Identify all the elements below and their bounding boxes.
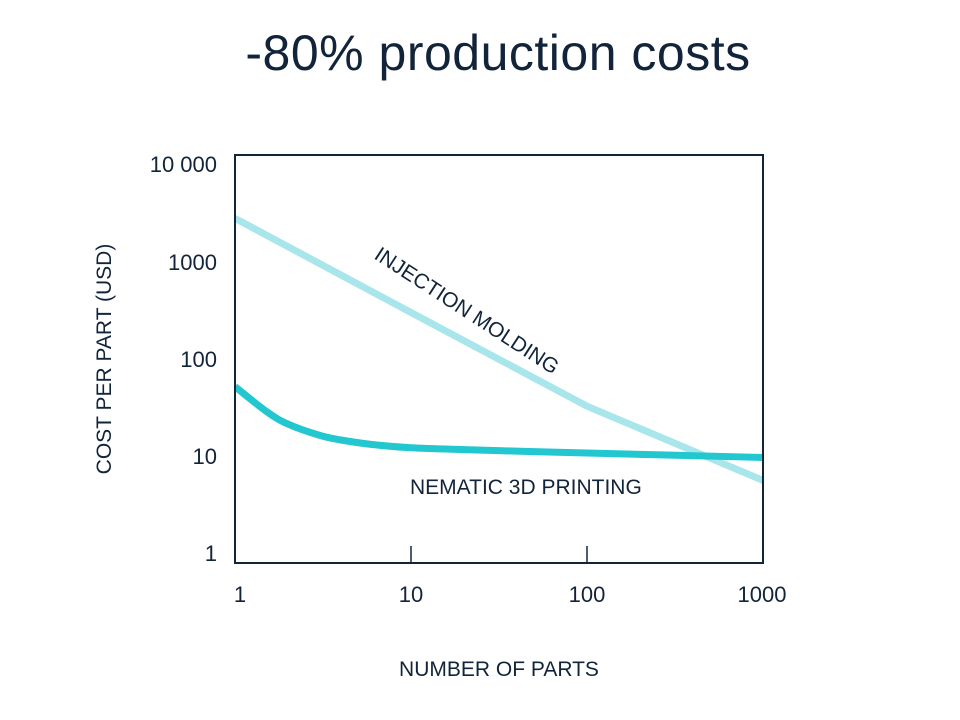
annotation-injection-molding: INJECTION MOLDING (370, 243, 563, 379)
y-tick-label: 10 (193, 444, 217, 469)
y-tick-label: 1 (205, 541, 217, 566)
series-layer (235, 215, 763, 485)
series-annotations: INJECTION MOLDING NEMATIC 3D PRINTING (370, 243, 642, 499)
x-tick-label: 1000 (738, 582, 787, 607)
series-line-nematic-3d-printing (235, 383, 763, 461)
y-tick-label: 10 000 (150, 152, 217, 177)
x-tick-label: 1 (234, 582, 246, 607)
x-tick-label: 100 (569, 582, 606, 607)
plot-frame (234, 154, 764, 564)
y-tick-label: 100 (180, 347, 217, 372)
x-tick-label: 10 (399, 582, 423, 607)
chart-title: -80% production costs (245, 25, 751, 81)
x-axis-ticks: 1 10 100 1000 (234, 546, 787, 607)
y-axis-title: COST PER PART (USD) (93, 244, 116, 475)
annotation-nematic-3d-printing: NEMATIC 3D PRINTING (410, 476, 642, 499)
x-axis-title: NUMBER OF PARTS (399, 658, 599, 681)
y-tick-label: 1000 (168, 250, 217, 275)
y-axis-ticks: 1 10 100 1000 10 000 (150, 152, 217, 566)
